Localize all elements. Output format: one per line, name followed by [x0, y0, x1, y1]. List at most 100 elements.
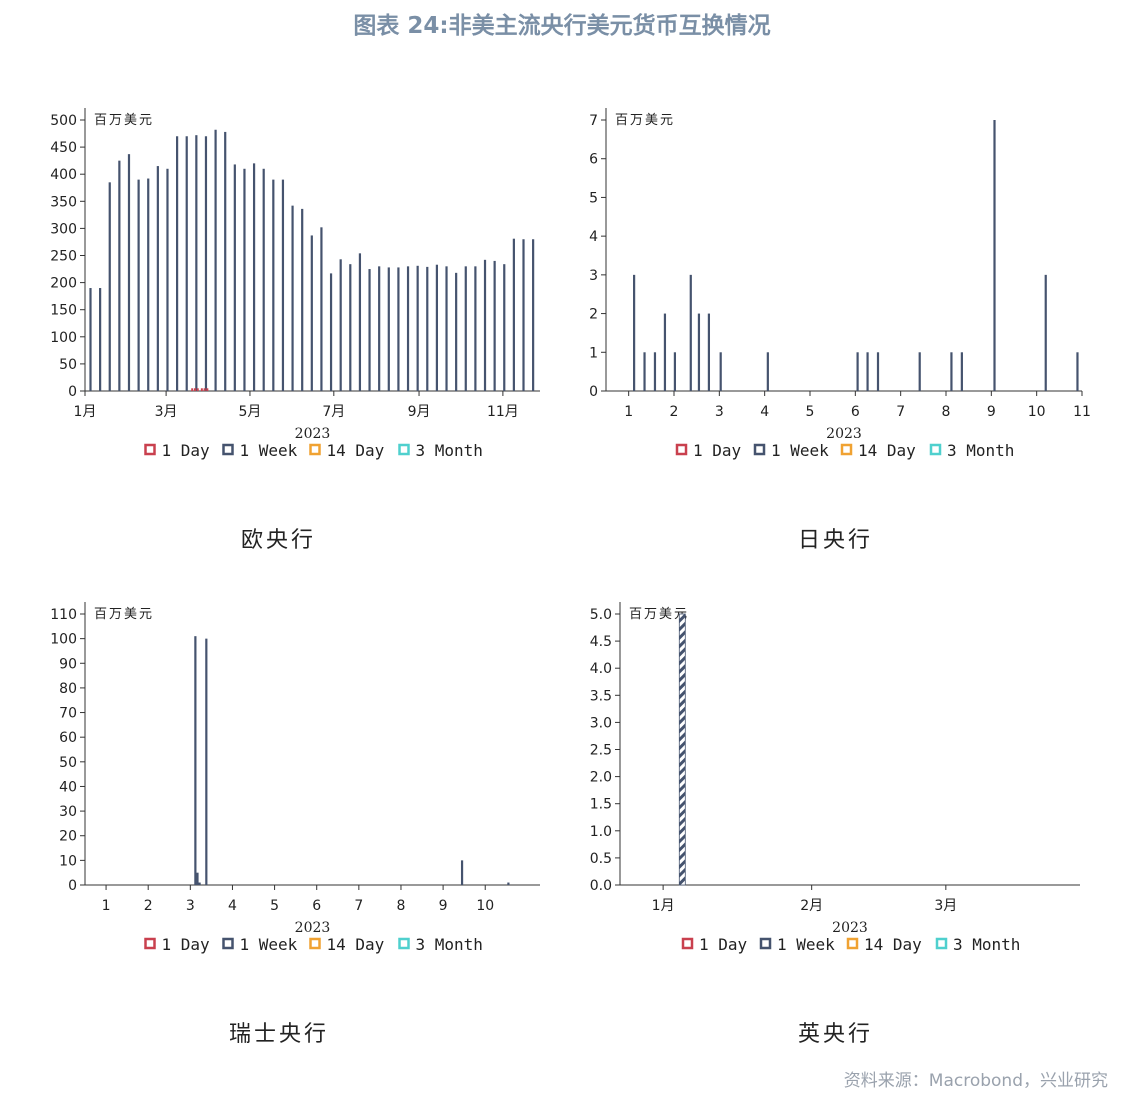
- caption-boj: 日央行: [798, 528, 874, 553]
- legend-label: 1 Day: [162, 935, 211, 954]
- y-tick-label: 200: [50, 276, 77, 292]
- bar: [185, 136, 188, 391]
- bar: [633, 274, 636, 391]
- bar: [368, 269, 371, 391]
- legend-label: 1 Day: [693, 441, 742, 460]
- bar: [206, 388, 209, 391]
- bar: [203, 388, 206, 391]
- legend-swatch: [144, 443, 156, 456]
- bar: [653, 352, 657, 391]
- bar: [147, 178, 150, 391]
- y-tick-label: 4.5: [590, 634, 612, 650]
- bar: [127, 154, 131, 391]
- legend-swatch: [759, 937, 772, 950]
- bar: [397, 267, 400, 391]
- bar: [200, 388, 203, 391]
- bar: [856, 352, 859, 391]
- bar: [310, 235, 313, 391]
- legend-label: 3 Month: [947, 441, 1014, 460]
- y-tick-label: 500: [50, 113, 77, 129]
- legend-label: 14 Day: [864, 935, 922, 954]
- x-tick-label: 5: [806, 404, 815, 420]
- legend-label: 1 Day: [699, 935, 748, 954]
- bar: [387, 267, 390, 391]
- legend-label: 3 Month: [416, 935, 483, 954]
- y-tick-label: 1.5: [590, 797, 612, 813]
- x-tick-label: 3: [186, 898, 195, 914]
- bar: [460, 860, 464, 885]
- caption-snb: 瑞士央行: [229, 1022, 330, 1047]
- y-tick-label: 5.0: [590, 607, 612, 623]
- bar: [918, 352, 921, 391]
- bar: [663, 313, 667, 391]
- x-tick-label: 2: [670, 404, 679, 420]
- bar: [876, 352, 880, 391]
- bar: [483, 259, 487, 391]
- legend-swatch: [309, 443, 321, 456]
- legend-label: 14 Day: [858, 441, 916, 460]
- bar: [464, 266, 467, 391]
- x-tick-label: 11: [1073, 404, 1091, 420]
- legend-swatch: [929, 443, 942, 456]
- y-tick-label: 10: [59, 853, 77, 869]
- legend-label: 3 Month: [953, 935, 1020, 954]
- y-tick-label: 0: [68, 878, 77, 894]
- legend-swatch: [753, 443, 766, 456]
- bar: [301, 208, 304, 391]
- bar: [1044, 274, 1047, 391]
- source-note: 资料来源：Macrobond，兴业研究: [843, 1071, 1108, 1091]
- x-tick-label: 8: [397, 898, 406, 914]
- y-tick-label: 3: [589, 268, 598, 284]
- x-axis-title: 2023: [832, 920, 868, 936]
- bar: [532, 239, 535, 391]
- y-tick-label: 30: [59, 804, 77, 820]
- y-tick-label: 5: [589, 190, 598, 206]
- bar: [156, 166, 159, 391]
- bar: [196, 388, 199, 391]
- x-axis-title: 2023: [295, 920, 331, 936]
- y-tick-label: 50: [59, 357, 77, 373]
- y-tick-label: 1.0: [590, 824, 612, 840]
- legend-swatch: [144, 937, 156, 950]
- bar: [224, 131, 227, 391]
- x-tick-label: 10: [1028, 404, 1046, 420]
- x-tick-label: 3月: [934, 898, 957, 914]
- bar: [993, 120, 996, 391]
- x-tick-label: 6: [312, 898, 321, 914]
- legend-label: 14 Day: [327, 441, 385, 460]
- bar: [766, 352, 769, 391]
- y-tick-label: 250: [50, 249, 77, 265]
- y-tick-label: 150: [50, 303, 77, 319]
- caption-ecb: 欧央行: [241, 528, 317, 553]
- bar: [320, 227, 323, 391]
- y-tick-label: 300: [50, 221, 77, 237]
- figure-title: 图表 24:非美主流央行美元货币互换情况: [353, 13, 771, 39]
- x-tick-label: 3月: [155, 404, 178, 420]
- bar: [99, 288, 102, 391]
- unit-label: 百万美元: [629, 607, 689, 622]
- y-tick-label: 400: [50, 167, 77, 183]
- bar: [358, 253, 362, 391]
- x-tick-label: 6: [851, 404, 860, 420]
- x-tick-label: 9月: [408, 404, 431, 420]
- chart-panel-2: 0 10 20 30 40 50 60 70 80 90 100 110 1 2 3 4 5 6 7 8 9 10 百万美元…: [50, 602, 540, 954]
- y-tick-label: 350: [50, 194, 77, 210]
- y-tick-label: 60: [59, 730, 77, 746]
- y-tick-label: 4: [589, 229, 598, 245]
- y-tick-label: 0.0: [590, 878, 612, 894]
- bar: [191, 388, 194, 391]
- bar: [291, 205, 294, 391]
- bar: [416, 265, 419, 391]
- y-tick-label: 0: [589, 384, 598, 400]
- legend-label: 3 Month: [416, 441, 483, 460]
- chart-panel-3: 0.0 0.5 1.0 1.5 2.0 2.5 3.0 3.5 4.0 4.5 5.0 1月 2月 3月 百…: [590, 602, 1080, 954]
- bar: [507, 882, 510, 885]
- y-tick-label: 100: [50, 330, 77, 346]
- x-tick-label: 1: [102, 898, 111, 914]
- bar: [89, 288, 92, 391]
- x-tick-label: 4: [228, 898, 237, 914]
- y-tick-label: 7: [589, 113, 598, 129]
- x-tick-label: 4: [760, 404, 769, 420]
- x-tick-label: 2月: [800, 898, 823, 914]
- y-tick-label: 1: [589, 345, 598, 361]
